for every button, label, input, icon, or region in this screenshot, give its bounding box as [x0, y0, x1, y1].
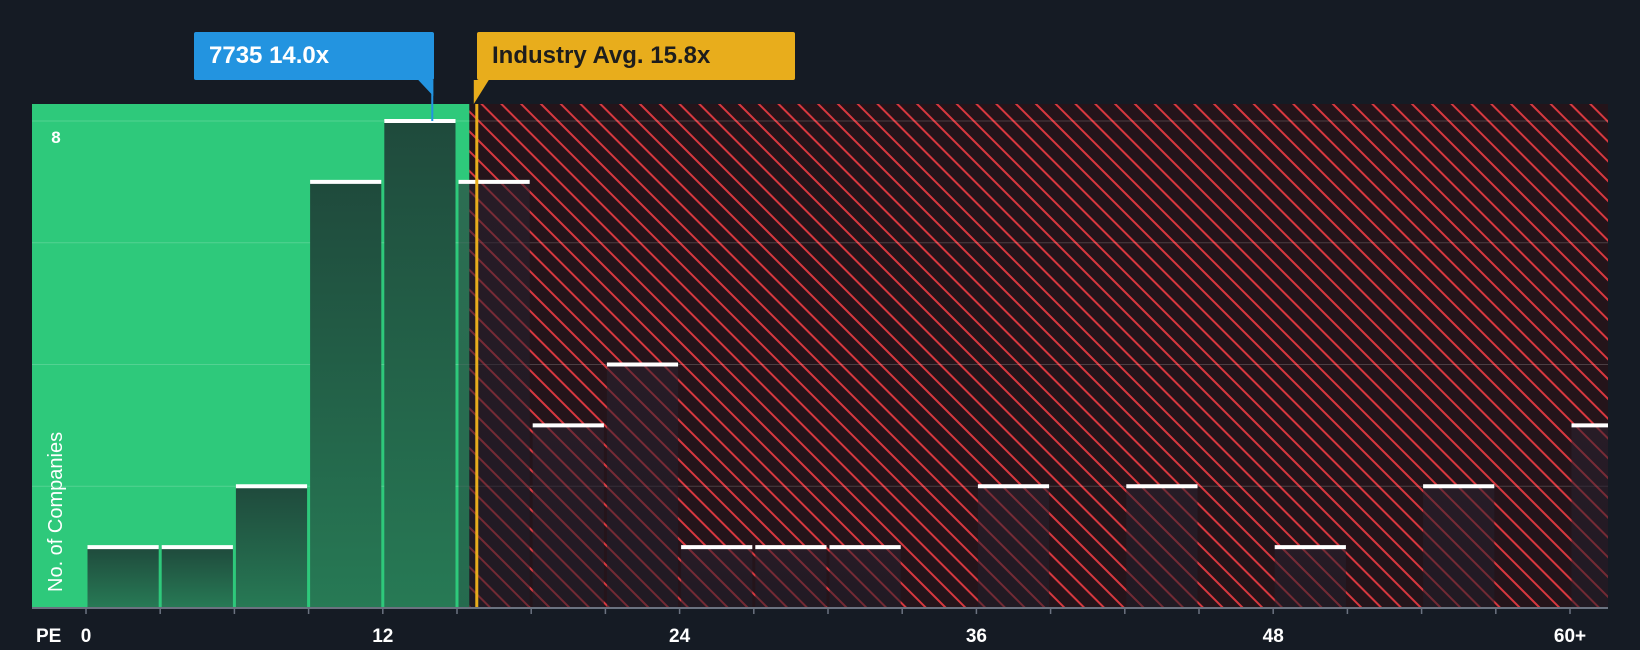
bar-cap: [1571, 423, 1608, 428]
histogram-bar: [235, 486, 308, 608]
histogram-bar: [310, 181, 382, 608]
bar-cap: [235, 484, 308, 489]
x-axis-label: PE: [36, 626, 61, 647]
bar-cap: [161, 545, 233, 550]
company-pe-callout: 7735 14.0x: [194, 32, 434, 80]
x-tick-label: 60+: [1554, 626, 1586, 647]
bar-cap: [755, 545, 827, 550]
bar-cap: [458, 179, 530, 184]
bar-cap: [606, 362, 679, 367]
bar-cap: [87, 545, 159, 550]
bar-cap: [1274, 545, 1346, 550]
bar-cap: [681, 545, 753, 550]
histogram-bar: [1571, 425, 1608, 608]
bar-cap: [977, 484, 1050, 489]
histogram-bar: [977, 486, 1050, 608]
x-tick-label: 36: [966, 626, 987, 647]
company-ticker: 7735: [209, 42, 263, 69]
histogram-bar: [161, 547, 233, 608]
histogram-bar: [1126, 486, 1198, 608]
histogram-bar: [1274, 547, 1346, 608]
bar-cap: [1126, 484, 1198, 489]
bar-cap: [384, 119, 456, 123]
industry-avg-label: Industry Avg. 15.8x: [492, 42, 711, 69]
x-tick-label: 48: [1263, 626, 1284, 647]
histogram-bar: [681, 547, 753, 608]
histogram-bar: [532, 425, 604, 608]
industry-callout-pointer: [473, 80, 489, 104]
histogram-bar: [384, 121, 456, 608]
x-tick-label: 24: [669, 626, 691, 647]
histogram-bar: [1423, 486, 1495, 608]
histogram-bar: [458, 181, 530, 608]
y-tick-label: 8: [51, 128, 60, 147]
x-tick-label: 12: [372, 626, 393, 647]
company-callout-pointer: [418, 80, 434, 96]
bar-cap: [829, 545, 901, 550]
histogram-bar: [606, 364, 679, 608]
industry-avg-callout: Industry Avg. 15.8x: [477, 32, 795, 80]
bar-cap: [1423, 484, 1495, 489]
x-tick-label: 0: [81, 626, 92, 647]
company-pe-label: 14.0x: [269, 42, 330, 69]
histogram-bar: [87, 547, 159, 608]
histogram-bar: [755, 547, 827, 608]
bar-cap: [310, 179, 382, 184]
histogram-bar: [829, 547, 901, 608]
bar-cap: [532, 423, 604, 428]
y-axis-label: No. of Companies: [45, 432, 67, 592]
